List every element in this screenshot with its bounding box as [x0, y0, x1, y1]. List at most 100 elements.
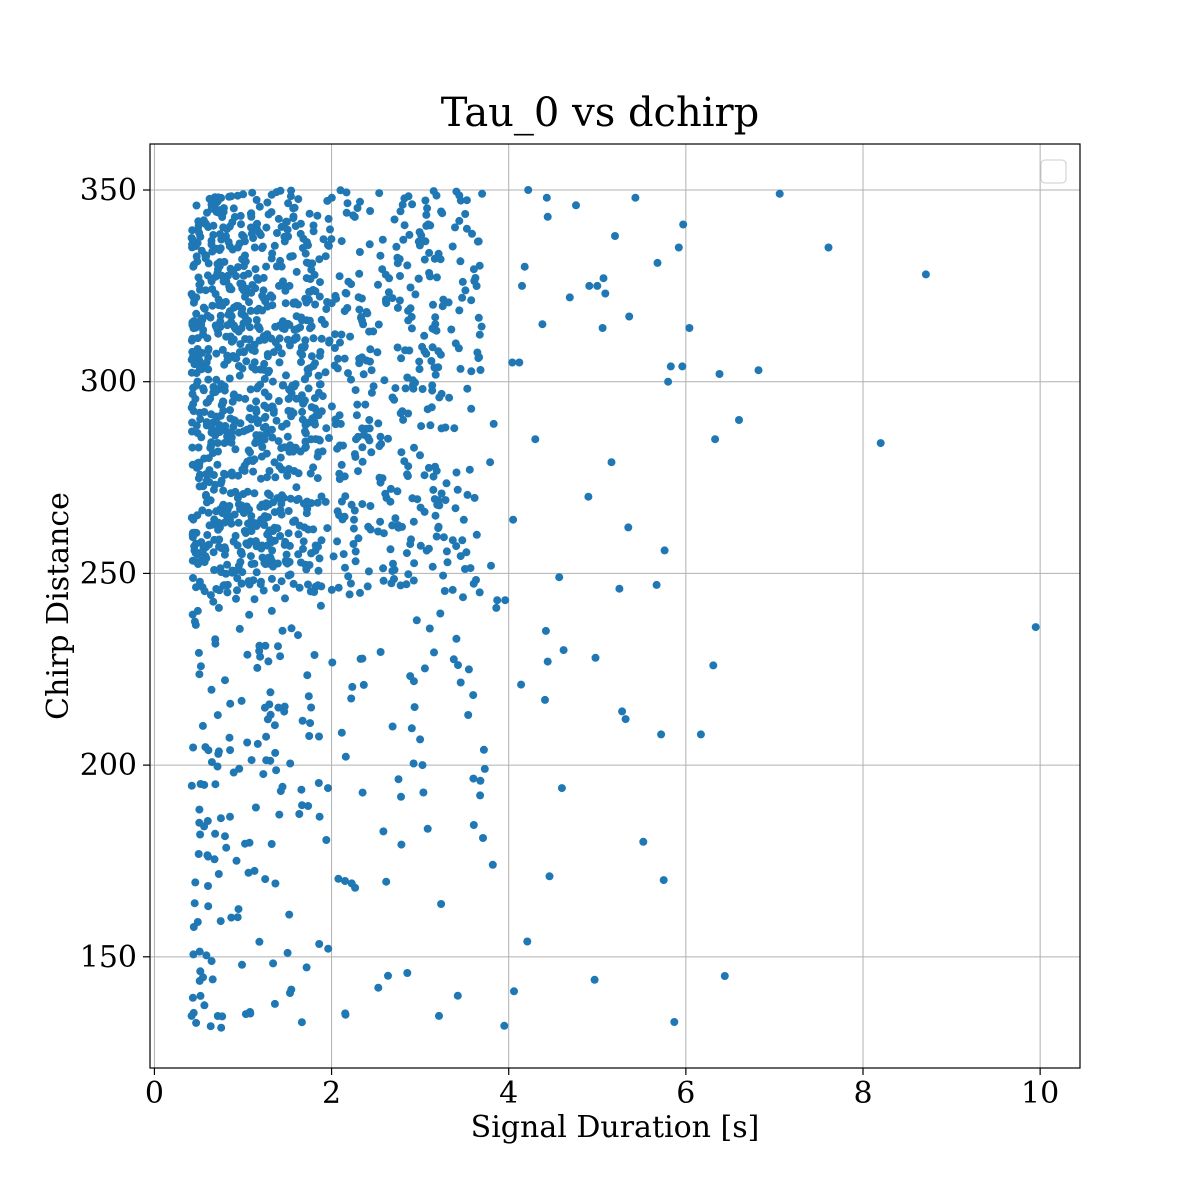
data-point: [429, 187, 438, 196]
data-point: [315, 255, 324, 264]
data-point: [205, 466, 214, 475]
data-point: [234, 518, 243, 527]
data-point: [375, 189, 384, 198]
data-point: [211, 290, 220, 298]
data-point: [307, 703, 316, 712]
data-point: [404, 409, 413, 418]
data-point: [427, 357, 436, 365]
data-point: [321, 252, 330, 261]
data-point: [449, 655, 458, 664]
data-point: [204, 454, 213, 463]
data-point: [214, 524, 223, 533]
data-point: [198, 506, 207, 515]
data-point: [264, 210, 273, 219]
data-point: [429, 325, 438, 334]
data-point: [367, 448, 376, 457]
data-point: [188, 292, 197, 301]
data-point: [317, 334, 326, 343]
data-point: [327, 585, 336, 594]
data-point: [314, 411, 323, 420]
data-point: [247, 209, 256, 218]
data-point: [509, 515, 518, 524]
data-point: [384, 288, 393, 297]
data-point: [334, 354, 342, 363]
data-point: [315, 940, 324, 948]
data-point: [217, 423, 226, 432]
data-point: [350, 515, 358, 524]
data-point: [272, 766, 281, 775]
data-point: [189, 923, 198, 931]
data-point: [214, 329, 223, 338]
data-point: [233, 541, 242, 550]
data-point: [256, 365, 265, 374]
data-point: [269, 562, 277, 571]
data-point: [414, 274, 423, 283]
data-point: [210, 566, 219, 574]
data-point: [211, 829, 220, 838]
data-point: [470, 493, 479, 502]
data-point: [344, 572, 353, 581]
data-point: [472, 530, 481, 539]
data-point: [456, 552, 465, 561]
data-point: [207, 758, 216, 767]
data-point: [876, 439, 885, 448]
data-point: [260, 359, 269, 368]
data-point: [375, 473, 384, 482]
data-point: [354, 467, 362, 476]
data-point: [462, 548, 471, 557]
data-point: [660, 546, 669, 555]
data-point: [347, 375, 355, 384]
data-point: [388, 567, 397, 575]
data-point: [314, 542, 322, 551]
data-point: [305, 561, 314, 569]
data-point: [215, 206, 224, 215]
data-point: [299, 537, 308, 546]
data-point: [219, 486, 228, 495]
data-point: [711, 435, 720, 444]
data-point: [428, 562, 437, 571]
data-point: [735, 416, 743, 424]
data-point: [188, 390, 197, 399]
data-point: [461, 286, 470, 295]
data-point: [251, 803, 260, 812]
data-point: [240, 461, 249, 470]
data-point: [290, 325, 299, 334]
data-point: [232, 594, 240, 603]
data-point: [1031, 623, 1040, 632]
data-point: [541, 695, 549, 704]
x-tick-label: 6: [676, 1076, 695, 1111]
data-point: [715, 370, 724, 378]
data-point: [306, 469, 315, 478]
data-point: [224, 355, 232, 364]
data-point: [190, 542, 199, 551]
data-point: [250, 358, 259, 367]
data-point: [351, 557, 360, 566]
data-point: [321, 497, 330, 506]
data-point: [456, 678, 465, 687]
data-point: [335, 272, 344, 281]
data-point: [451, 223, 459, 232]
data-point: [350, 212, 359, 221]
data-point: [237, 220, 245, 229]
data-point: [679, 220, 688, 229]
data-point: [218, 301, 227, 310]
data-point: [305, 732, 314, 740]
data-point: [275, 334, 284, 343]
y-tick-label: 300: [80, 365, 137, 400]
data-point: [321, 368, 330, 377]
data-point: [373, 348, 382, 357]
data-point: [216, 917, 225, 926]
data-point: [678, 362, 687, 371]
data-point: [209, 548, 218, 557]
data-point: [302, 238, 311, 247]
data-point: [297, 343, 306, 352]
data-point: [204, 259, 213, 268]
data-point: [235, 764, 244, 773]
data-point: [277, 499, 286, 508]
data-point: [267, 556, 276, 565]
data-point: [203, 817, 212, 825]
data-point: [298, 801, 306, 810]
data-point: [283, 948, 292, 957]
data-point: [247, 288, 256, 297]
data-point: [198, 721, 207, 730]
